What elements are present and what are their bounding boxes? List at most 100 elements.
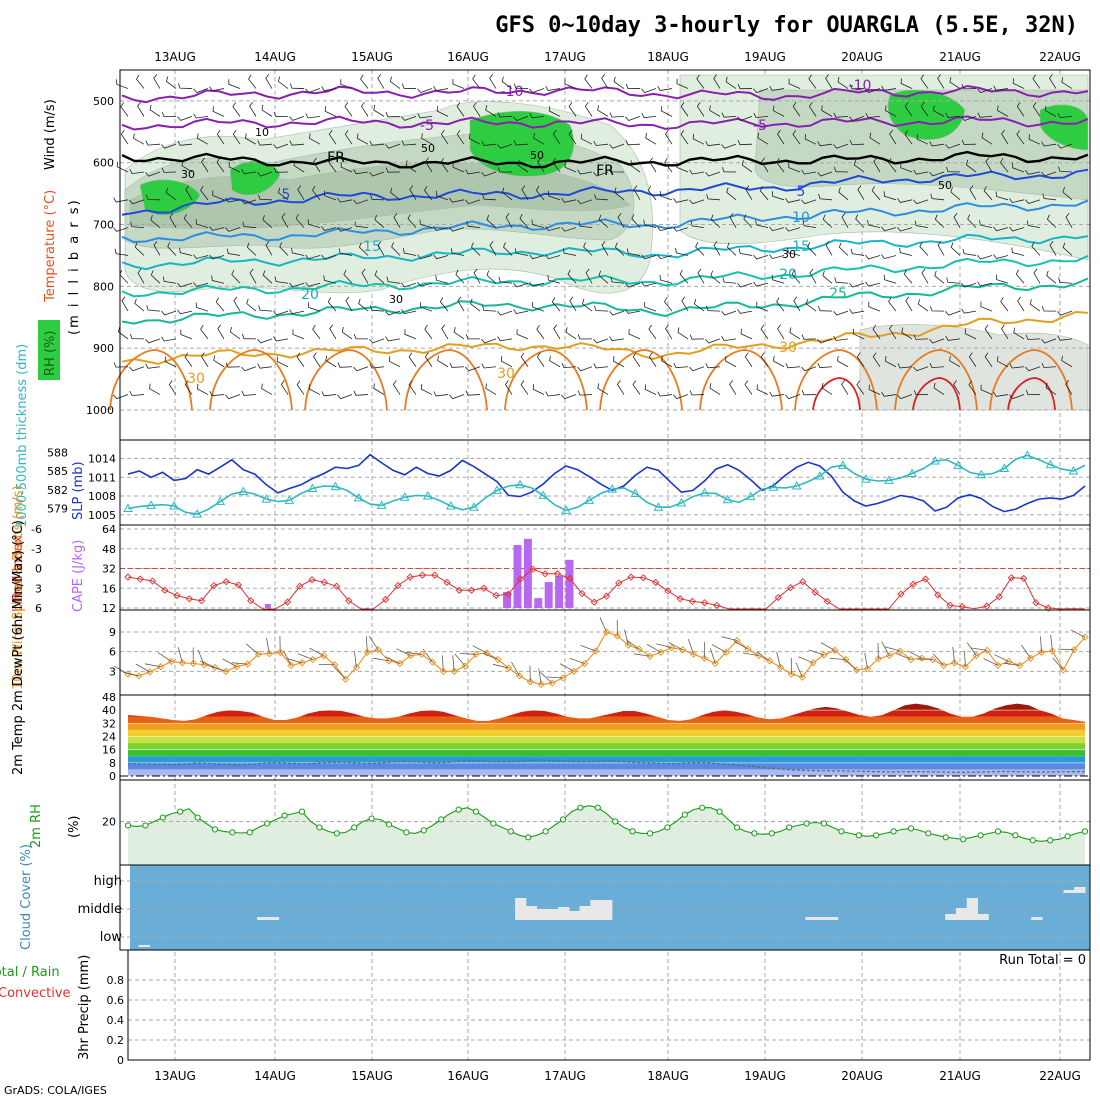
wind-barb — [552, 129, 561, 145]
wind-barb-10m — [994, 654, 1010, 662]
rh2m-marker — [368, 815, 375, 822]
wind-barb — [665, 324, 673, 340]
date-label-bottom: 21AUG — [939, 1069, 981, 1083]
wind-barb — [773, 355, 785, 368]
wind-barb — [465, 169, 481, 175]
rh2m-marker — [733, 824, 741, 831]
cloud-block — [601, 900, 613, 920]
wind-barb — [709, 105, 721, 117]
wind-barb — [660, 105, 673, 117]
wind-barb — [822, 214, 833, 228]
wind-barb — [721, 336, 737, 342]
cloud-block — [138, 945, 151, 947]
wind-barb — [437, 355, 449, 368]
wind-barb — [569, 296, 577, 312]
rh2m-marker — [716, 808, 723, 815]
wind-barb — [913, 366, 929, 372]
wind-barb — [529, 254, 545, 260]
cape-bar — [534, 598, 543, 608]
wind-barb — [849, 308, 865, 314]
wind-barb-10m — [231, 662, 248, 665]
thickness-marker — [146, 500, 156, 509]
wind-speed-marker — [526, 678, 535, 686]
precip-labels: 3hr Precip (mm) — [77, 955, 92, 1060]
wind-barb — [289, 115, 305, 121]
wind-barb — [855, 214, 865, 228]
wind-barb — [392, 380, 401, 395]
wind-barb-10m — [1070, 629, 1086, 638]
wind-speed-marker — [363, 648, 371, 656]
wind-barb — [453, 327, 465, 340]
rh2m-marker — [281, 812, 288, 819]
wind-barb — [577, 169, 593, 175]
wind-barb-10m — [297, 653, 314, 660]
wind-barb — [705, 338, 721, 344]
rh2m-marker — [977, 832, 984, 839]
wind-barb — [980, 301, 993, 312]
wind-barb — [178, 83, 193, 89]
lifted-index-marker — [897, 590, 905, 598]
wind-speed-marker — [700, 654, 709, 662]
wind-barb — [289, 282, 305, 288]
wind-barb — [197, 133, 209, 145]
wind-barb — [277, 187, 289, 201]
cloud-level-label: middle — [78, 902, 122, 917]
wind-barb — [755, 219, 769, 229]
thickness-marker — [538, 490, 548, 499]
wind-barb — [305, 88, 321, 93]
wind-barb — [177, 115, 193, 121]
wind-barb — [676, 162, 689, 173]
wind-barb — [225, 362, 241, 368]
thickness-marker — [722, 494, 733, 504]
wind-barb — [401, 309, 417, 315]
wind-barb — [995, 274, 1009, 284]
wind-barb — [465, 334, 481, 340]
wind-barb — [150, 215, 161, 228]
wind-barb — [664, 297, 673, 312]
wind-barb — [225, 197, 241, 203]
wind-speed-marker — [189, 659, 197, 668]
lifted-index-marker — [651, 578, 660, 586]
lifted-index-marker — [615, 579, 623, 587]
thickness-marker — [399, 492, 410, 501]
wind-barb-10m — [971, 647, 988, 651]
wind-barb — [181, 160, 193, 173]
rh2m-marker — [298, 808, 306, 815]
wind-barb — [321, 391, 337, 397]
wind-speed-marker — [472, 650, 480, 658]
wind-barb — [769, 254, 785, 260]
wind-barb — [985, 157, 993, 173]
lifted-index-marker — [799, 578, 807, 586]
wind-barb — [1000, 158, 1009, 173]
wind-barb — [134, 242, 145, 256]
temp-color-band — [128, 703, 1085, 711]
lifted-index-marker — [418, 571, 427, 579]
wind-barb — [785, 198, 801, 203]
wind-barb — [904, 130, 913, 145]
wind-barb-10m — [798, 656, 814, 664]
wind-barb — [1057, 112, 1073, 118]
lifted-index-marker — [541, 570, 549, 578]
rh2m-marker — [612, 818, 619, 825]
wind-barb — [849, 139, 865, 146]
isotherm-35 — [989, 349, 1073, 411]
wind-barb — [404, 329, 417, 340]
wind-speed-marker — [602, 628, 611, 636]
temp-tick: 40 — [102, 704, 116, 717]
cape-bar — [503, 591, 512, 608]
wind-barb — [726, 242, 737, 256]
wind-barb — [983, 186, 993, 201]
wind-barb — [979, 220, 993, 229]
wind-barb — [1025, 199, 1041, 204]
wind-barb — [929, 306, 945, 312]
wind-barb — [229, 326, 241, 340]
wind-barb — [473, 268, 481, 284]
temp-color-band — [128, 716, 1085, 724]
wind-barb — [161, 167, 177, 173]
wind-barb — [900, 162, 913, 173]
wind-barb — [370, 305, 385, 312]
wind-barb — [354, 221, 369, 229]
wind-barb — [305, 113, 321, 119]
lifted-index-tick: 3 — [35, 582, 42, 595]
cloud-block — [515, 898, 527, 920]
